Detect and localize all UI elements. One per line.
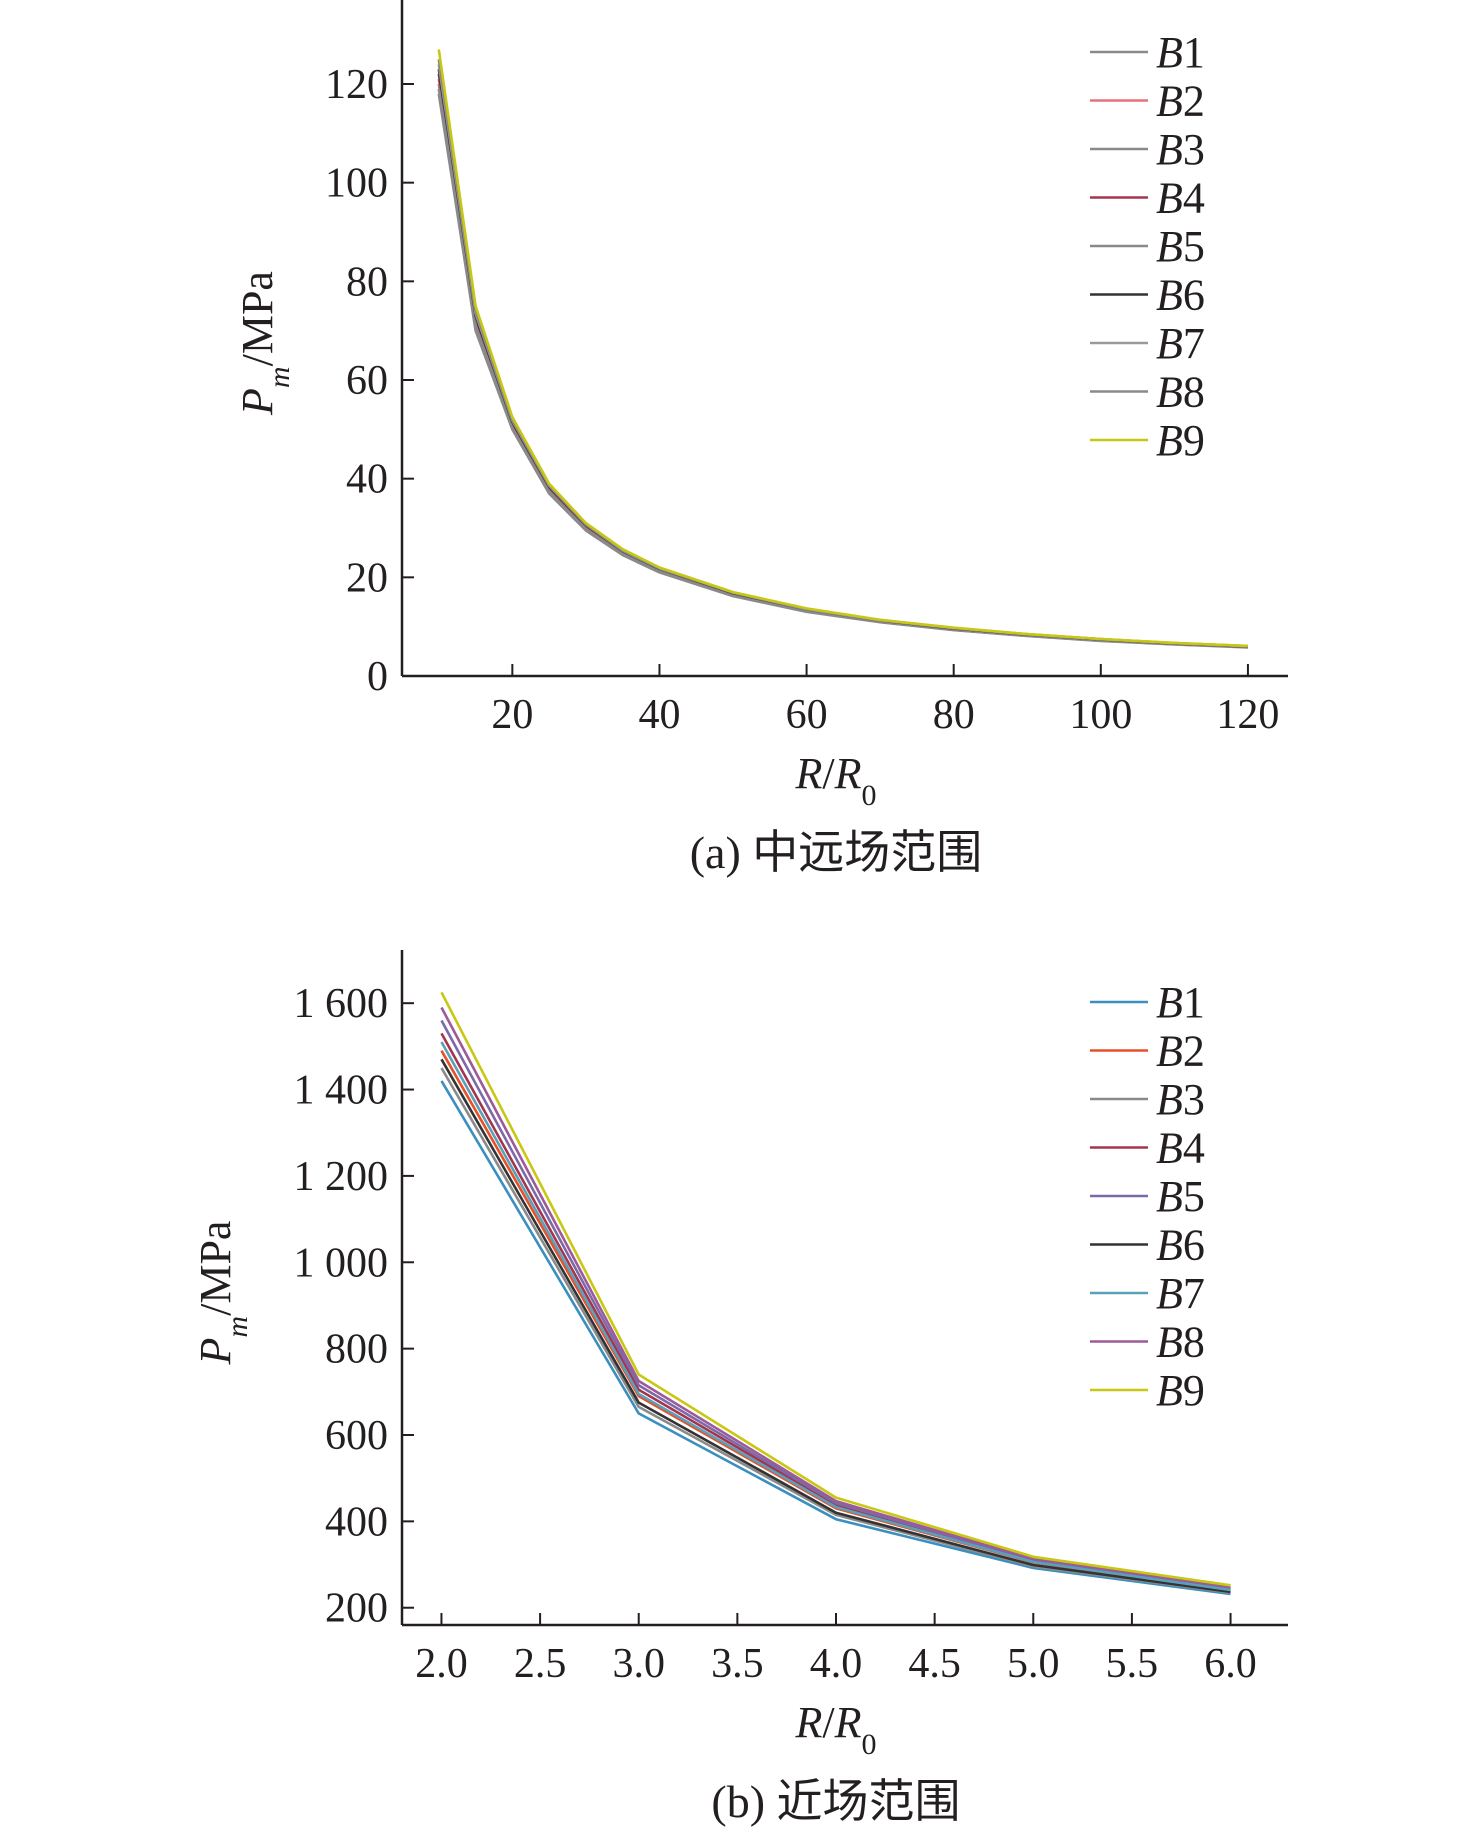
series-line-b6	[437, 69, 1248, 648]
x-tick-label: 80	[933, 692, 975, 738]
x-axis-title: R/R0	[794, 1698, 876, 1761]
series-line-b5	[437, 88, 1248, 649]
legend-label-b6: B6	[1156, 271, 1205, 320]
y-tick-label: 0	[367, 654, 388, 700]
series-line-b1	[440, 1080, 1231, 1596]
y-tick-label: 800	[325, 1327, 388, 1373]
legend-label-b5: B5	[1156, 222, 1205, 271]
legend-label-b7: B7	[1156, 1269, 1205, 1318]
series-line-b3	[437, 83, 1248, 649]
series-line-b7	[437, 64, 1248, 648]
series-line-b4	[437, 73, 1248, 648]
legend-label-b9: B9	[1156, 416, 1205, 465]
x-tick-label: 60	[786, 692, 828, 738]
x-tick-label: 6.0	[1204, 1641, 1257, 1687]
chart-b: 200 400 600 800 1 000 1 200 1 400 1 600 2.0 2.5 3.…	[191, 950, 1288, 1827]
legend-label-b2: B2	[1156, 77, 1205, 126]
y-tick-label: 40	[346, 457, 388, 503]
legend-label-b5: B5	[1156, 1172, 1205, 1221]
x-tick-label: 2.0	[415, 1641, 468, 1687]
x-tick-label: 100	[1069, 692, 1132, 738]
legend-label-b8: B8	[1156, 368, 1205, 417]
series-line-b9	[440, 991, 1231, 1587]
legend-label-b3: B3	[1156, 125, 1205, 174]
x-tick-label: 2.5	[514, 1641, 567, 1687]
y-tick-label: 600	[325, 1413, 388, 1459]
y-tick-label: 60	[346, 358, 388, 404]
y-tick-label: 1 600	[294, 981, 389, 1027]
y-tick-label: 20	[346, 555, 388, 601]
x-tick-label: 4.5	[908, 1641, 961, 1687]
series-line-b5	[440, 1019, 1231, 1590]
y-axis-title: Pm/MPa	[233, 271, 296, 416]
x-tick-label: 3.0	[612, 1641, 665, 1687]
x-tick-label: 120	[1216, 692, 1279, 738]
series-line-b6	[440, 1058, 1231, 1594]
series-line-b8	[440, 1006, 1231, 1589]
series-line-b1	[437, 93, 1248, 649]
series-line-b2	[437, 78, 1248, 649]
series-line-b7	[440, 1041, 1231, 1592]
y-tick-label: 400	[325, 1499, 388, 1545]
legend-label-b4: B4	[1156, 1124, 1205, 1173]
y-tick-label: 120	[325, 62, 388, 108]
legend-label-b6: B6	[1156, 1221, 1205, 1270]
x-tick-label: 5.5	[1106, 1641, 1159, 1687]
y-tick-label: 200	[325, 1586, 388, 1632]
legend-label-b7: B7	[1156, 319, 1205, 368]
chart-caption: (a) 中远场范围	[690, 827, 983, 878]
y-axis-title: Pm/MPa	[191, 1221, 254, 1366]
y-tick-label: 80	[346, 259, 388, 305]
x-tick-label: 20	[491, 692, 533, 738]
series-line-b2	[440, 1050, 1231, 1592]
y-tick-label: 1 400	[294, 1068, 389, 1114]
legend-label-b4: B4	[1156, 174, 1205, 223]
legend-label-b1: B1	[1156, 978, 1205, 1027]
series-line-b8	[437, 59, 1248, 648]
legend-label-b9: B9	[1156, 1366, 1205, 1415]
legend-label-b2: B2	[1156, 1027, 1205, 1076]
legend-label-b3: B3	[1156, 1075, 1205, 1124]
y-tick-label: 1 000	[294, 1240, 389, 1286]
legend-label-b8: B8	[1156, 1318, 1205, 1367]
chart-caption: (b) 近场范围	[711, 1776, 960, 1827]
x-tick-label: 5.0	[1007, 1641, 1060, 1687]
y-tick-label: 100	[325, 161, 388, 207]
x-tick-label: 3.5	[711, 1641, 764, 1687]
legend-label-b1: B1	[1156, 28, 1205, 77]
x-axis-title: R/R0	[794, 749, 876, 812]
x-tick-label: 40	[638, 692, 680, 738]
series-line-b9	[437, 49, 1248, 648]
x-tick-label: 4.0	[810, 1641, 863, 1687]
y-tick-label: 1 200	[294, 1154, 389, 1200]
